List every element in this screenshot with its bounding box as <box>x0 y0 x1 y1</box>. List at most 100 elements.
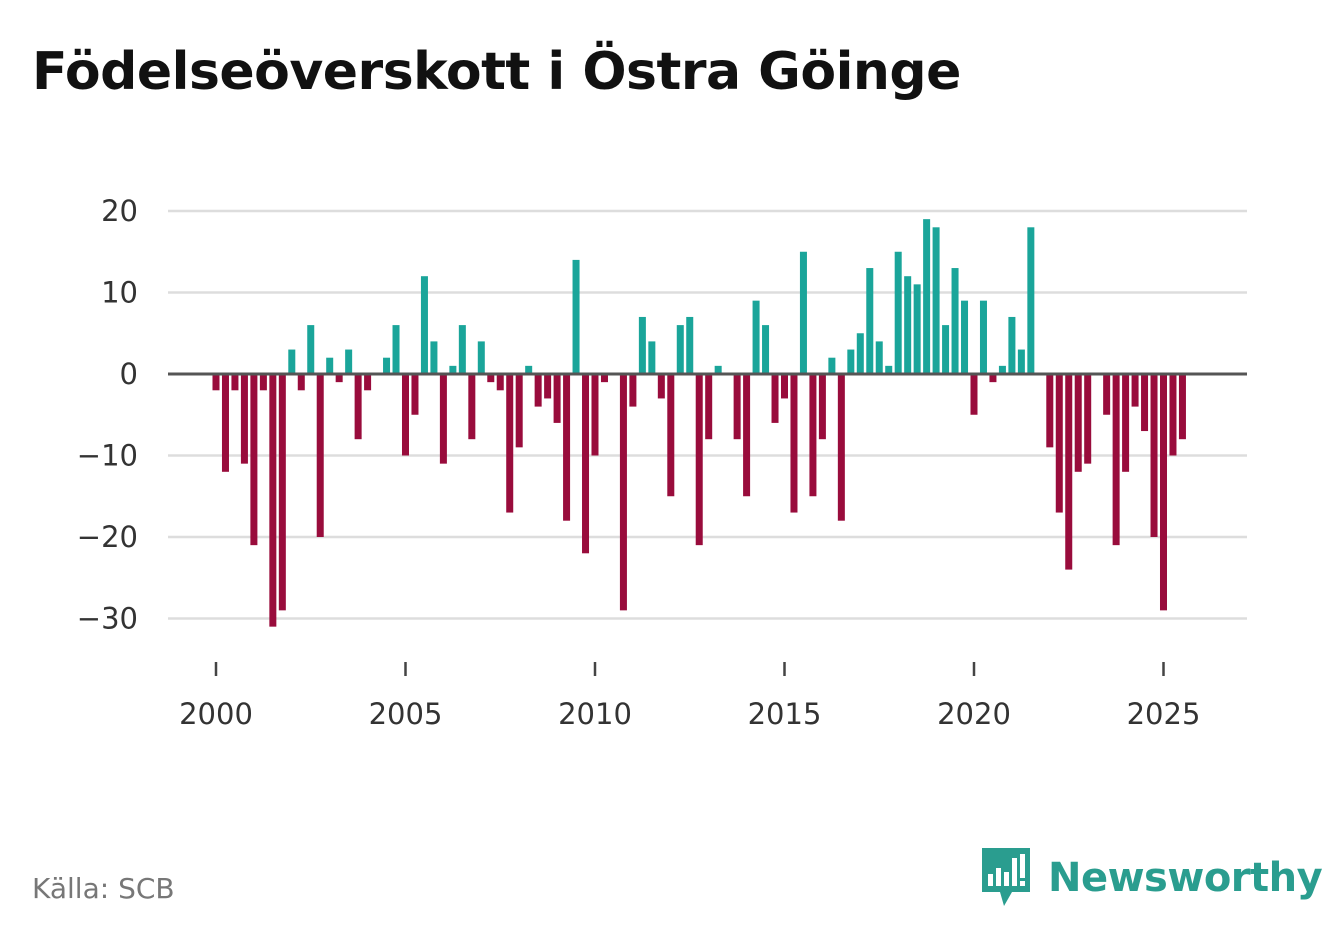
bar <box>221 374 229 472</box>
bar <box>676 325 684 374</box>
bar <box>1008 316 1016 374</box>
bar <box>790 374 798 513</box>
bar <box>591 374 599 456</box>
bar <box>345 349 353 374</box>
bar <box>231 374 239 391</box>
bar <box>1122 374 1130 472</box>
bar <box>932 227 940 374</box>
source-label: Källa: SCB <box>32 872 175 905</box>
y-tick-label: 10 <box>101 276 138 310</box>
bars <box>212 219 1186 627</box>
y-tick-label: 20 <box>101 194 138 228</box>
bar <box>923 219 931 374</box>
bar <box>648 341 656 374</box>
x-axis: 2000 2005 2010 2015 2020 2025 <box>179 662 1200 731</box>
bar <box>913 284 921 374</box>
bar <box>705 374 713 440</box>
bar <box>288 349 296 374</box>
bar <box>856 333 864 374</box>
y-tick-label: −20 <box>77 520 138 554</box>
bar <box>733 374 741 440</box>
x-tick-label: 2005 <box>369 697 443 731</box>
bar <box>714 365 722 374</box>
bar <box>259 374 267 391</box>
newsworthy-logo-icon <box>982 848 1030 906</box>
bar <box>1084 374 1092 464</box>
bar <box>1074 374 1082 472</box>
bar <box>553 374 561 423</box>
bar <box>961 300 969 374</box>
bar <box>847 349 855 374</box>
bar <box>837 374 845 521</box>
bar <box>468 374 476 440</box>
bar <box>250 374 258 546</box>
x-tick-label: 2015 <box>748 697 822 731</box>
bar <box>572 259 580 374</box>
bar <box>1112 374 1120 546</box>
bar <box>544 374 552 399</box>
bar <box>619 374 627 611</box>
bar <box>240 374 248 464</box>
bar <box>297 374 305 391</box>
bar <box>762 325 770 374</box>
bar <box>534 374 542 407</box>
bar <box>477 341 485 374</box>
bar <box>885 365 893 374</box>
bar <box>629 374 637 407</box>
bar <box>1027 227 1035 374</box>
bar <box>496 374 504 391</box>
bar <box>989 374 997 383</box>
bar <box>525 365 533 374</box>
bar <box>278 374 286 611</box>
bar <box>383 357 391 374</box>
bar <box>1065 374 1073 570</box>
bar <box>401 374 409 456</box>
bar <box>316 374 324 537</box>
bar <box>1169 374 1177 456</box>
x-tick-label: 2020 <box>937 697 1011 731</box>
bar <box>354 374 362 440</box>
bar <box>951 268 959 374</box>
bar <box>771 374 779 423</box>
bar <box>686 316 694 374</box>
newsworthy-logo[interactable]: Newsworthy <box>982 848 1322 908</box>
bar <box>430 341 438 374</box>
bar <box>970 374 978 415</box>
bar <box>904 276 912 374</box>
y-axis: 20 10 0 −10 −20 −30 <box>77 194 138 636</box>
bar <box>600 374 608 383</box>
bar <box>657 374 665 399</box>
bar <box>1046 374 1054 448</box>
bar <box>335 374 343 383</box>
bar <box>818 374 826 440</box>
bar <box>1178 374 1186 440</box>
bar <box>809 374 817 497</box>
bar <box>212 374 220 391</box>
bar <box>1159 374 1167 611</box>
bar <box>875 341 883 374</box>
bar <box>458 325 466 374</box>
bar <box>515 374 523 448</box>
x-tick-label: 2010 <box>558 697 632 731</box>
y-tick-label: −10 <box>77 439 138 473</box>
bar <box>1150 374 1158 537</box>
bar <box>743 374 751 497</box>
chart-title: Födelseöverskott i Östra Göinge <box>32 42 961 102</box>
x-tick-label: 2025 <box>1127 697 1201 731</box>
bar <box>449 365 457 374</box>
y-tick-label: −30 <box>77 602 138 636</box>
bar <box>695 374 703 546</box>
bar <box>269 374 277 627</box>
bar <box>439 374 447 464</box>
bar <box>563 374 571 521</box>
bar <box>1055 374 1063 513</box>
bar <box>506 374 514 513</box>
y-tick-label: 0 <box>120 357 138 391</box>
x-tick-label: 2000 <box>179 697 253 731</box>
bar <box>487 374 495 383</box>
bar <box>780 374 788 399</box>
bar <box>326 357 334 374</box>
bar <box>799 251 807 374</box>
bar <box>979 300 987 374</box>
